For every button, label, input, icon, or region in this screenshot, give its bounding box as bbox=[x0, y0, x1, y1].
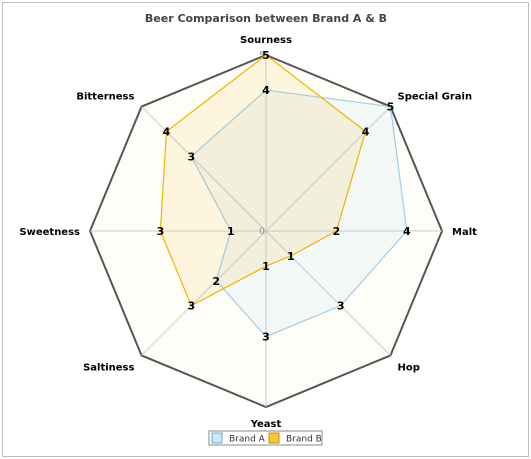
spoke-bitterness bbox=[141, 106, 267, 232]
axis-label-saltiness: Saltiness bbox=[83, 363, 134, 374]
legend-box bbox=[208, 430, 323, 446]
value-label-brand-b-sweetness: 3 bbox=[157, 225, 165, 238]
series-layer bbox=[159, 54, 408, 338]
axis-label-malt: Malt bbox=[452, 227, 477, 238]
value-label-brand-a-sourness: 4 bbox=[262, 84, 270, 97]
radar-grid: 05 bbox=[88, 51, 444, 409]
legend-label-brand-b: Brand B bbox=[286, 435, 322, 445]
value-label-brand-a-hop: 3 bbox=[337, 300, 345, 313]
legend-swatch-brand-b bbox=[268, 432, 280, 444]
value-label-brand-a-bitterness: 3 bbox=[188, 150, 196, 163]
legend-label-brand-a: Brand A bbox=[229, 435, 266, 445]
value-label-brand-b-yeast: 1 bbox=[262, 260, 270, 273]
value-label-brand-b-hop: 1 bbox=[287, 250, 295, 263]
axis-label-sourness: Sourness bbox=[240, 35, 292, 46]
value-label-brand-a-malt: 4 bbox=[403, 225, 411, 238]
axis-label-special-grain: Special Grain bbox=[398, 91, 473, 102]
value-label-brand-b-bitterness: 4 bbox=[163, 125, 171, 138]
axis-label-bitterness: Bitterness bbox=[76, 91, 134, 102]
value-label-brand-b-malt: 2 bbox=[333, 225, 341, 238]
legend-swatch-brand-a bbox=[211, 432, 223, 444]
axis-label-yeast: Yeast bbox=[250, 419, 282, 430]
value-label-brand-b-special-grain: 4 bbox=[362, 125, 370, 138]
scale-tick-label: 0 bbox=[259, 227, 265, 237]
axis-label-hop: Hop bbox=[398, 363, 420, 374]
series-brand-a bbox=[190, 89, 408, 338]
value-label-brand-a-special-grain: 5 bbox=[387, 101, 395, 114]
value-label-brand-a-sweetness: 1 bbox=[227, 225, 235, 238]
value-label-brand-b-saltiness: 3 bbox=[188, 300, 196, 313]
value-label-brand-b-sourness: 5 bbox=[262, 49, 270, 62]
axis-label-sweetness: Sweetness bbox=[19, 227, 80, 238]
legend: Brand A Brand B bbox=[208, 430, 323, 446]
chart-title: Beer Comparison between Brand A & B bbox=[145, 12, 387, 25]
series-brand-b bbox=[159, 54, 367, 307]
label-layer: 4 5 4 3 3 2 1 3 5 4 2 1 1 3 3 4 Sourness Special Grain Mal… bbox=[19, 35, 477, 430]
spoke-special-grain bbox=[265, 106, 391, 232]
scale-tick-label: 5 bbox=[259, 51, 265, 61]
spoke-hop bbox=[265, 230, 391, 356]
value-label-brand-a-yeast: 3 bbox=[262, 331, 270, 344]
spoke-saltiness bbox=[141, 230, 267, 356]
value-label-brand-a-saltiness: 2 bbox=[212, 275, 220, 288]
